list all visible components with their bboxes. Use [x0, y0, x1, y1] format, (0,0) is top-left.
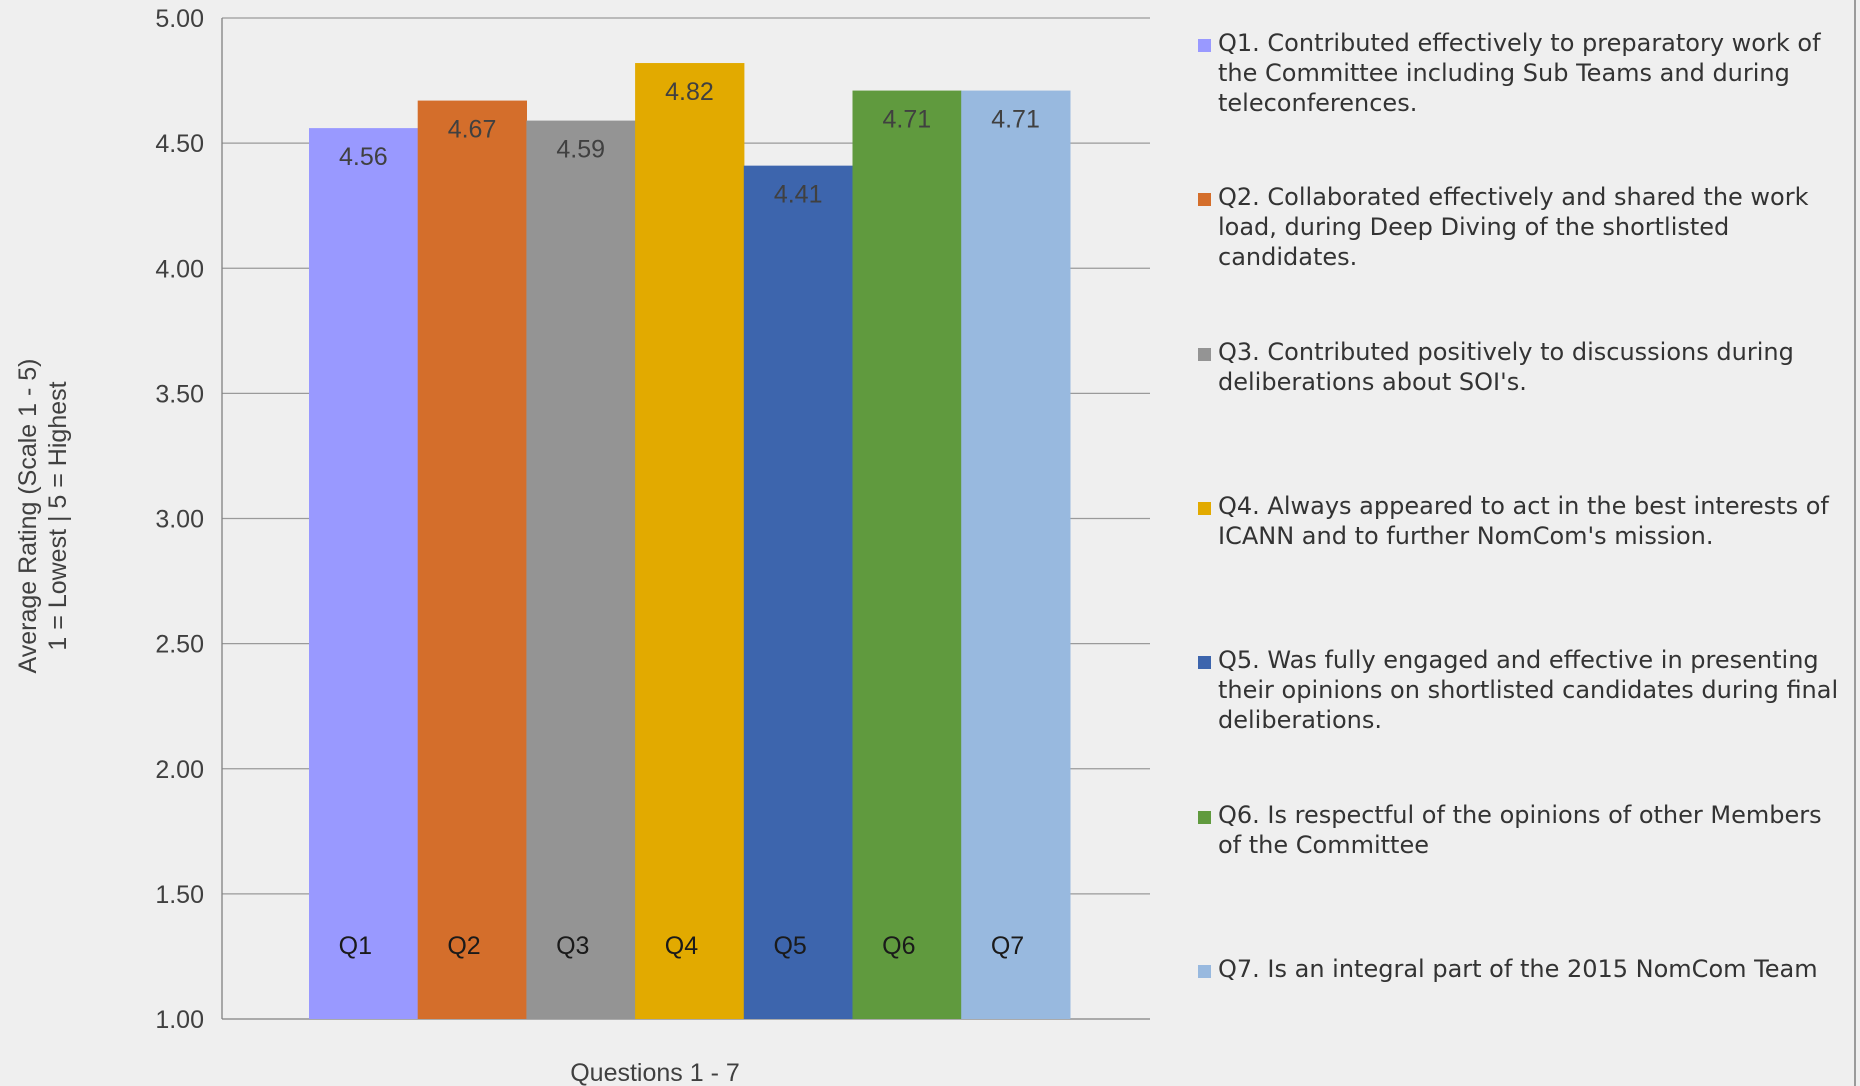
y-tick-label: 4.50 [155, 130, 204, 158]
y-tick-label: 1.50 [155, 881, 204, 909]
legend-label: Q2. Collaborated effectively and shared … [1218, 183, 1809, 272]
category-label: Q7 [991, 932, 1024, 960]
y-tick-label: 2.50 [155, 631, 204, 659]
y-axis-title-line: Average Rating (Scale 1 - 5) [14, 359, 42, 674]
legend-item-q5: Q5. Was fully engaged and effective in p… [1198, 645, 1848, 735]
y-axis-title: Average Rating (Scale 1 - 5)1 = Lowest |… [14, 359, 72, 674]
y-tick-label: 2.00 [155, 756, 204, 784]
x-axis-title: Questions 1 - 7 [570, 1059, 740, 1086]
legend-swatch [1198, 810, 1211, 824]
bar-value-label: 4.41 [774, 181, 823, 209]
y-tick-label: 1.00 [155, 1006, 204, 1034]
bar-q6 [852, 90, 962, 1019]
bar-value-label: 4.71 [991, 106, 1040, 134]
category-label: Q4 [665, 932, 698, 960]
legend-label: Q7. Is an integral part of the 2015 NomC… [1218, 954, 1818, 983]
bar-q7 [961, 90, 1071, 1019]
legend-item-q7: Q7. Is an integral part of the 2015 NomC… [1198, 954, 1848, 984]
bar-q5 [743, 165, 854, 1019]
category-label: Q1 [339, 932, 372, 960]
category-label: Q6 [882, 932, 915, 960]
legend-swatch [1198, 193, 1211, 207]
y-tick-label: 5.00 [155, 5, 204, 33]
legend-item-q3: Q3. Contributed positively to discussion… [1198, 337, 1848, 397]
legend-swatch [1198, 964, 1211, 978]
legend-label: Q6. Is respectful of the opinions of oth… [1218, 800, 1822, 859]
y-axis-title-line: 1 = Lowest | 5 = Highest [44, 381, 72, 650]
legend-label: Q4. Always appeared to act in the best i… [1218, 491, 1829, 550]
bar-value-label: 4.67 [448, 116, 497, 144]
legend-swatch [1198, 39, 1211, 52]
legend-label: Q3. Contributed positively to discussion… [1218, 337, 1794, 396]
y-tick-label: 3.50 [155, 380, 204, 408]
bar-q1 [309, 128, 419, 1020]
legend-item-q2: Q2. Collaborated effectively and shared … [1198, 182, 1848, 272]
legend-item-q6: Q6. Is respectful of the opinions of oth… [1198, 800, 1848, 860]
y-tick-label: 3.00 [155, 506, 204, 534]
legend-label: Q1. Contributed effectively to preparato… [1218, 29, 1821, 117]
bar-value-label: 4.59 [556, 136, 605, 164]
category-label: Q3 [556, 932, 589, 960]
y-tick-label: 4.00 [155, 255, 204, 283]
bar-value-label: 4.82 [665, 78, 714, 106]
frame-edge [1854, 0, 1856, 1086]
bar-value-label: 4.71 [883, 106, 932, 134]
legend-swatch [1198, 656, 1211, 670]
legend-label: Q5. Was fully engaged and effective in p… [1218, 646, 1839, 735]
bar-value-label: 4.56 [339, 143, 388, 171]
legend-item-q1: Q1. Contributed effectively to preparato… [1198, 28, 1848, 118]
legend-swatch [1198, 347, 1211, 361]
category-label: Q2 [447, 932, 480, 960]
bar-q2 [417, 100, 527, 1019]
legend-swatch [1198, 501, 1211, 515]
bar-q3 [526, 120, 636, 1020]
category-label: Q5 [773, 932, 806, 960]
bar-q4 [635, 63, 745, 1020]
legend-item-q4: Q4. Always appeared to act in the best i… [1198, 491, 1848, 551]
